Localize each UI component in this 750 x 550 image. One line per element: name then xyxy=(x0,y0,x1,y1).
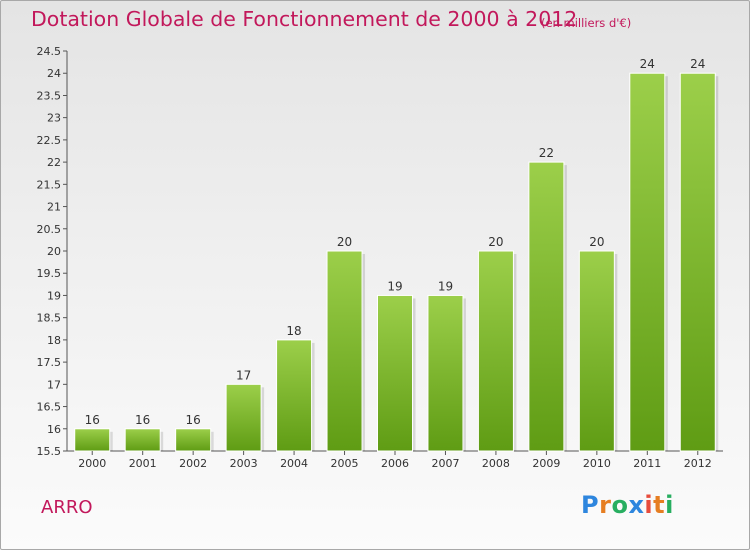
logo-letter: t xyxy=(653,491,666,519)
bar xyxy=(477,250,514,452)
bar xyxy=(225,383,262,452)
bar xyxy=(679,72,716,452)
x-tick-label: 2008 xyxy=(482,457,510,470)
x-tick-label: 2001 xyxy=(129,457,157,470)
x-tick-label: 2000 xyxy=(78,457,106,470)
logo-letter: i xyxy=(644,491,654,519)
proxiti-logo: Proxiti xyxy=(581,491,674,519)
bar xyxy=(528,161,565,452)
y-tick-label: 20 xyxy=(47,245,61,258)
x-tick-label: 2010 xyxy=(583,457,611,470)
bar xyxy=(377,294,413,452)
y-tick-label: 17.5 xyxy=(37,356,62,369)
y-tick-label: 21.5 xyxy=(37,178,62,191)
x-tick-label: 2003 xyxy=(230,457,258,470)
bar xyxy=(74,428,111,452)
data-label: 16 xyxy=(135,413,150,427)
chart-title: Dotation Globale de Fonctionnement de 20… xyxy=(31,7,578,31)
y-tick-label: 21 xyxy=(47,201,61,214)
y-tick-label: 15.5 xyxy=(37,445,62,458)
y-tick-label: 24 xyxy=(47,67,61,80)
y-tick-label: 18 xyxy=(47,334,61,347)
logo-letter: x xyxy=(628,491,645,519)
y-tick-label: 16.5 xyxy=(37,401,62,414)
data-label: 20 xyxy=(337,235,352,249)
y-tick-label: 18.5 xyxy=(37,312,62,325)
y-tick-label: 19.5 xyxy=(37,267,62,280)
logo-letter: o xyxy=(611,491,629,519)
y-tick-label: 22.5 xyxy=(37,134,62,147)
data-label: 16 xyxy=(85,413,100,427)
x-tick-label: 2012 xyxy=(684,457,712,470)
bar xyxy=(175,428,212,452)
y-tick-label: 22 xyxy=(47,156,61,169)
data-label: 24 xyxy=(690,57,705,71)
data-label: 24 xyxy=(640,57,655,71)
y-tick-label: 23 xyxy=(47,112,61,125)
data-label: 19 xyxy=(438,279,453,293)
y-tick-label: 17 xyxy=(47,378,61,391)
logo-letter: r xyxy=(599,491,612,519)
data-label: 16 xyxy=(186,413,201,427)
y-tick-label: 24.5 xyxy=(37,45,62,58)
data-label: 20 xyxy=(589,235,604,249)
x-tick-label: 2011 xyxy=(633,457,661,470)
data-label: 19 xyxy=(387,279,402,293)
data-label: 22 xyxy=(539,146,554,160)
bar xyxy=(276,339,313,452)
logo-letter: P xyxy=(581,491,600,519)
y-tick-label: 16 xyxy=(47,423,61,436)
data-label: 18 xyxy=(286,324,301,338)
commune-name: ARRO xyxy=(41,497,93,518)
unit-note: (en milliers d'€) xyxy=(541,16,632,30)
data-label: 20 xyxy=(488,235,503,249)
y-tick-label: 19 xyxy=(47,289,61,302)
data-label: 17 xyxy=(236,368,251,382)
y-tick-label: 20.5 xyxy=(37,223,62,236)
x-tick-label: 2005 xyxy=(331,457,359,470)
x-tick-label: 2002 xyxy=(179,457,207,470)
y-tick-label: 23.5 xyxy=(37,89,62,102)
x-tick-label: 2006 xyxy=(381,457,409,470)
x-tick-label: 2009 xyxy=(532,457,560,470)
bar xyxy=(124,428,161,452)
bar xyxy=(578,250,615,452)
bar xyxy=(629,72,666,452)
logo-letter: i xyxy=(665,491,674,519)
bar xyxy=(427,294,464,452)
x-tick-label: 2004 xyxy=(280,457,308,470)
bar xyxy=(326,250,363,452)
x-tick-label: 2007 xyxy=(431,457,459,470)
